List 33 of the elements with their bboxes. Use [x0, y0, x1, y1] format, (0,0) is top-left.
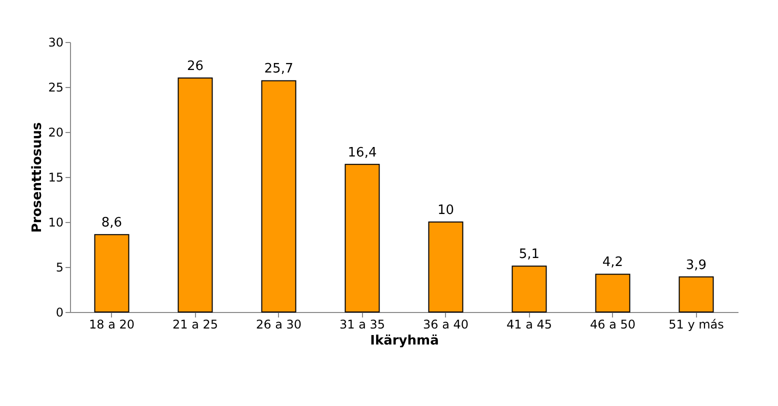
- data-label: 10: [437, 203, 454, 218]
- data-label: 4,2: [602, 255, 624, 270]
- x-tick-label: 41 a 45: [506, 318, 552, 332]
- y-tick-label: 20: [48, 126, 64, 140]
- y-tick-label: 10: [48, 216, 64, 230]
- data-label: 8,6: [101, 216, 122, 231]
- x-tick-label: 18 a 20: [88, 318, 135, 332]
- bar: [344, 164, 380, 312]
- x-tick-label: 31 a 35: [339, 318, 386, 332]
- y-tick-label: 0: [56, 306, 64, 320]
- x-tick-label: 36 a 40: [422, 318, 469, 332]
- data-label: 3,9: [686, 258, 707, 273]
- bar: [428, 222, 464, 312]
- x-tick-label: 51 y más: [668, 318, 724, 332]
- data-label: 25,7: [264, 62, 294, 77]
- y-tick-label: 30: [48, 36, 64, 50]
- y-tick-label: 25: [48, 80, 64, 94]
- x-tick-label: 26 a 30: [256, 318, 302, 332]
- bar: [261, 80, 296, 312]
- data-label: 26: [186, 59, 204, 74]
- x-axis-title: Ikäryhmä: [370, 334, 439, 348]
- data-label: 5,1: [518, 247, 540, 262]
- bar: [178, 78, 213, 312]
- bar: [678, 276, 714, 312]
- y-axis-title: Prosenttiosuus: [30, 122, 46, 233]
- bar: [94, 234, 130, 312]
- x-tick-label: 46 a 50: [590, 318, 636, 332]
- data-label: 16,4: [348, 145, 377, 160]
- y-tick-label: 5: [56, 260, 64, 274]
- bar: [595, 274, 630, 312]
- x-tick-label: 21 a 25: [172, 318, 218, 332]
- y-tick-label: 15: [48, 170, 64, 184]
- bar: [512, 266, 547, 312]
